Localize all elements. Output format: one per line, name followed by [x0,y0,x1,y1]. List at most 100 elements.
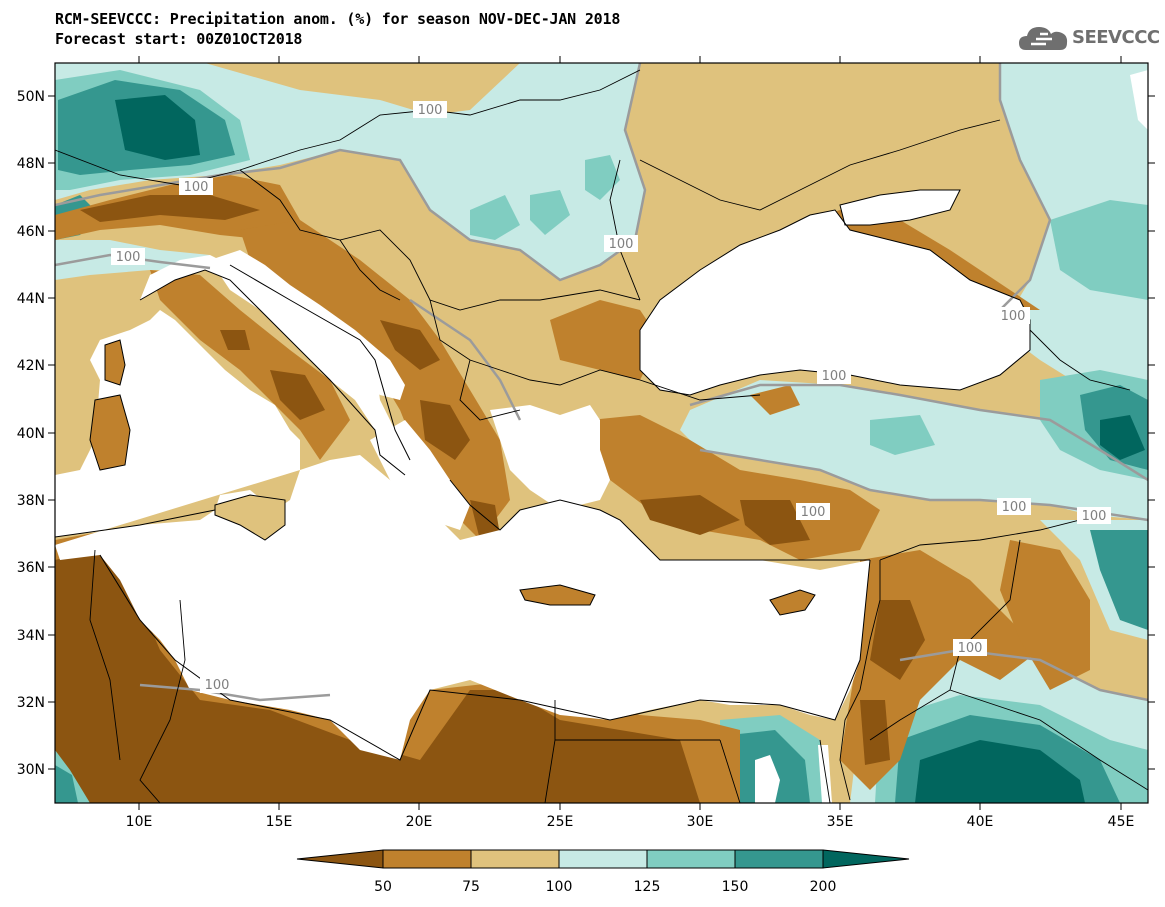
colorbar-label: 75 [462,879,480,895]
svg-text:32N: 32N [17,695,45,711]
contour-label: 100 [796,503,830,520]
lat-tick: 44N [17,291,1155,307]
contour-label: 100 [413,101,447,118]
longitude-axis: 10E 15E 20E 25E 30E 35E 40E 45E [126,56,1135,830]
lon-tick: 45E [1108,56,1135,830]
black-sea-coast-dry [750,385,800,415]
italy-very-dry-2 [220,330,250,350]
colorbar-125-150 [646,849,736,869]
svg-text:100: 100 [205,678,230,693]
border-line [639,379,761,401]
caspian-inlet [1130,70,1148,130]
contour-label: 100 [997,498,1031,515]
arabia-extreme-wet [915,740,1085,803]
coastlines [55,189,1031,761]
border-line [139,599,186,803]
lon-tick: 40E [967,56,994,830]
lat-tick: 46N [17,224,1155,240]
map-plot-area: 100 100 100 100 100 100 100 100 100 100 … [55,63,1148,803]
sea-of-azov [840,190,960,225]
svg-text:34N: 34N [17,628,45,644]
forecast-start-subtitle: Forecast start: 00Z01OCT2018 [55,30,303,48]
border-line [869,539,1021,741]
colorbar-label: 100 [546,879,573,895]
corsica-island [105,340,125,385]
svg-text:25E: 25E [547,814,574,830]
coastline [89,394,131,471]
coastline [519,584,596,606]
svg-text:40N: 40N [17,426,45,442]
lat-tick: 36N [17,560,1155,576]
ionian-aegean-link [370,420,470,530]
svg-text:45E: 45E [1108,814,1135,830]
map-title: RCM-SEEVCCC: Precipitation anom. (%) for… [55,10,621,28]
contour-labels: 100 100 100 100 100 100 100 100 100 100 … [111,101,1111,693]
lon-tick: 10E [126,56,152,830]
red-sea-gulf [755,755,780,803]
lon-tick: 20E [406,56,432,830]
svg-text:100: 100 [822,369,847,384]
svg-text:100: 100 [958,641,983,656]
svg-text:30E: 30E [687,814,714,830]
lat-tick: 50N [17,89,1155,105]
contour-anatolia-south [699,448,1148,522]
colorbar-legend [296,849,910,869]
lat-tick: 34N [17,628,1155,644]
latitude-axis: 50N 48N 46N 44N 42N 40N 38N 36N 34N 32N … [17,89,1155,778]
taurus-very-dry [640,495,740,535]
svg-text:100: 100 [116,250,141,265]
contour-label: 100 [604,235,638,252]
taurus-very-dry-2 [740,500,810,545]
colorbar-label: 200 [810,879,837,895]
border-line [339,239,401,301]
lon-tick: 25E [547,56,574,830]
border-line [429,299,641,386]
lon-tick: 30E [687,56,714,830]
border-line [839,560,881,801]
east-anatolia-extreme-wet [1100,415,1145,460]
anatolia-wet-patch [870,415,935,455]
nw-africa-strong-wet [55,765,78,803]
svg-text:46N: 46N [17,224,45,240]
peloponnese-very-dry [470,500,500,540]
contour-label: 100 [996,307,1030,324]
svg-text:44N: 44N [17,291,45,307]
colorbar-75-100 [470,849,560,869]
colorbar-above-200 [822,849,910,869]
colorbar-label: 50 [374,879,392,895]
border-line [239,169,641,311]
contour-lines-100 [55,63,1148,702]
sardinia-island [90,395,130,470]
mediterranean-sea [55,255,870,760]
carpathian-wet-patch-3 [585,155,620,200]
svg-text:100: 100 [1001,309,1026,324]
greece-very-dry [420,400,470,460]
north-africa-very-dry [55,550,700,803]
mesopotamia-strong-wet [1090,530,1148,630]
svg-text:50N: 50N [17,89,45,105]
border-line [459,359,521,421]
colorbar-label: 150 [722,879,749,895]
svg-text:40E: 40E [967,814,994,830]
colorbar-below-50 [296,849,384,869]
svg-text:15E: 15E [266,814,293,830]
lebanon-very-dry [870,600,925,680]
coastline [839,189,961,226]
lat-tick: 38N [17,493,1155,509]
dinaric-very-dry [380,320,440,370]
coastline [55,509,871,761]
lat-tick: 42N [17,358,1155,374]
contour-label: 100 [179,178,213,195]
svg-text:38N: 38N [17,493,45,509]
svg-text:100: 100 [1082,509,1107,524]
border-line [819,739,831,803]
contour-label: 100 [111,248,145,265]
russia-wet-patch [1050,200,1148,300]
cloud-icon [1019,27,1068,50]
adriatic-sea [210,250,405,400]
coastline [449,479,870,561]
lat-tick: 30N [17,762,1155,778]
west-anatolia-dry [590,415,880,560]
jordan-very-dry [860,700,890,765]
